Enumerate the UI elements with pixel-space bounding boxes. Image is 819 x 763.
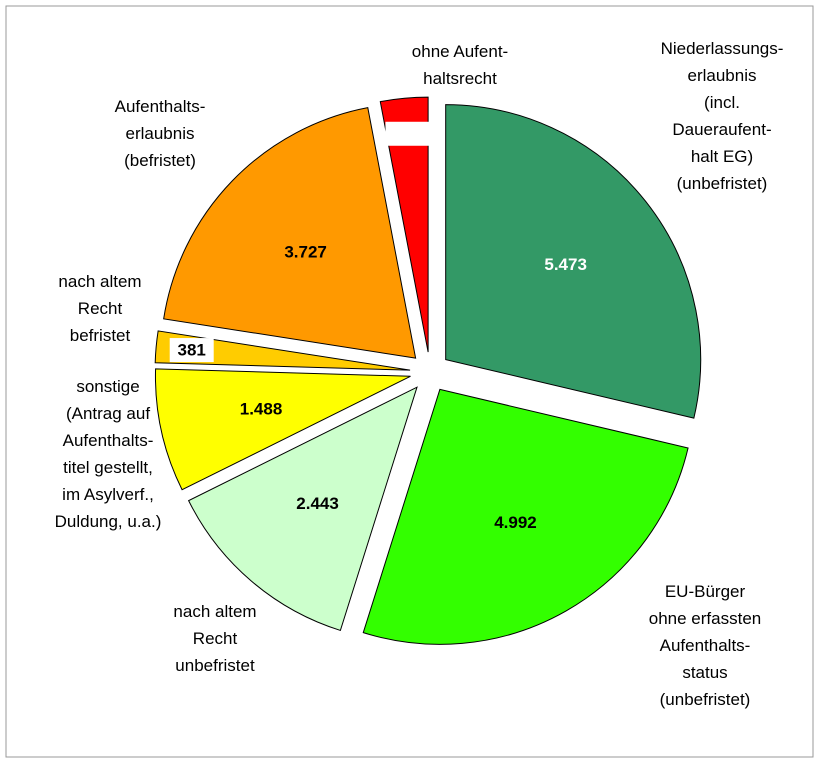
value-label: 5.473 [544, 255, 587, 274]
pie-slice [163, 107, 417, 359]
category-label: Aufenthalts- erlaubnis (befristet) [114, 97, 206, 170]
value-label: 573 [393, 124, 421, 143]
pie-slice [154, 330, 411, 371]
pie-slice [445, 104, 702, 419]
frame [5, 5, 814, 758]
value-label: 381 [178, 341, 206, 360]
category-label: nach altem Recht befristet [58, 272, 142, 345]
value-label: 4.992 [494, 513, 537, 532]
value-label: 3.727 [284, 242, 327, 261]
value-label-box [385, 121, 430, 146]
value-label-box [169, 338, 214, 363]
pie-slice [362, 388, 689, 645]
value-label: 2.443 [296, 494, 339, 513]
pie-slice [187, 386, 418, 632]
value-label: 1.488 [240, 400, 283, 419]
category-label: nach altem Recht unbefristet [173, 602, 257, 675]
pie-slice [155, 368, 411, 491]
category-label: sonstige (Antrag auf Aufenthalts- titel … [54, 377, 162, 531]
category-label: Niederlassungs- erlaubnis (incl. Dauerau… [660, 39, 784, 193]
category-label: ohne Aufent- haltsrecht [411, 42, 509, 88]
pie-slice [379, 96, 429, 353]
category-label: EU-Bürger ohne erfassten Aufenthalts- st… [648, 582, 762, 709]
